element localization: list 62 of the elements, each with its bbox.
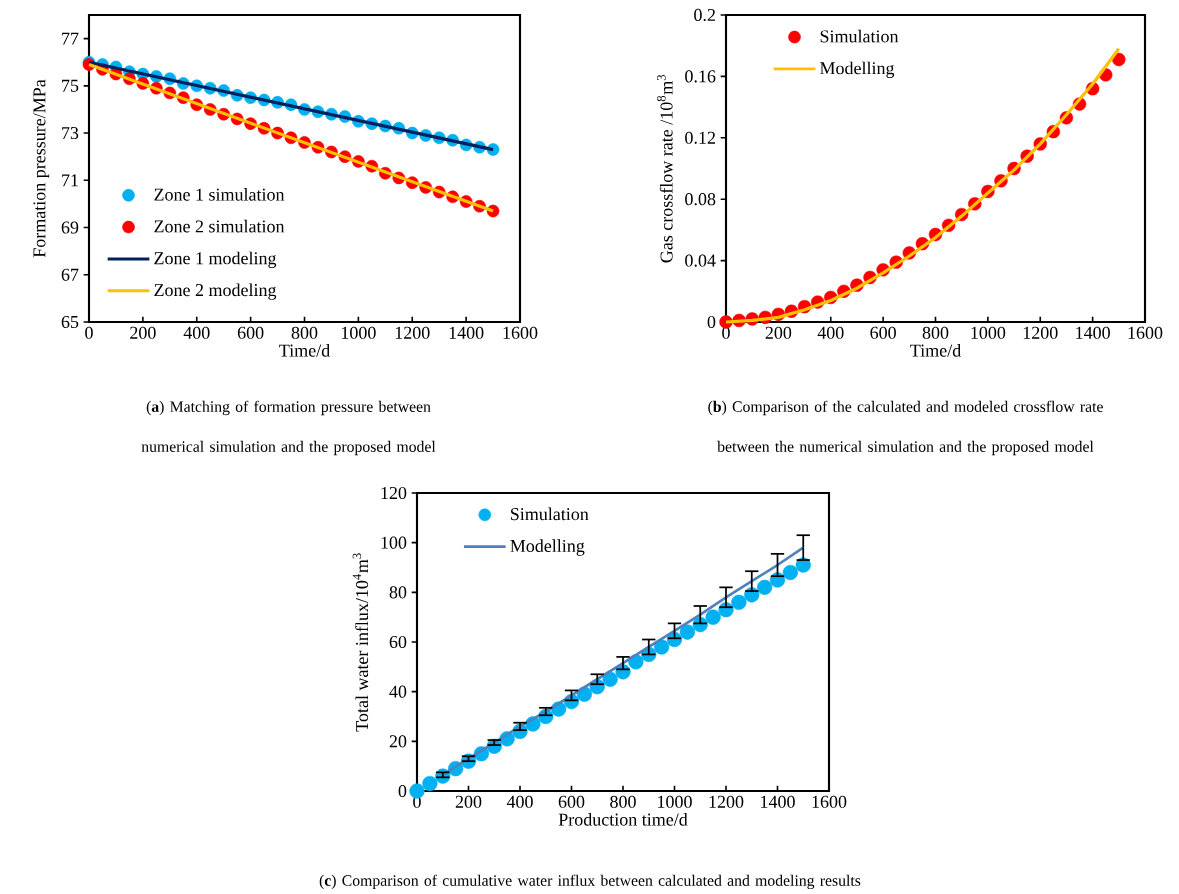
y-tick-label: 0.04 [685, 254, 716, 267]
x-tick-label: 800 [610, 795, 636, 808]
x-tick-label: 200 [765, 326, 792, 339]
x-tick-label: 1200 [709, 795, 744, 808]
y-axis-title: Total water influx/10$^{4}$m$^{3}$ [352, 553, 369, 732]
y-axis-title: Formation pressure/MPa [33, 79, 50, 258]
x-tick-label: 1400 [449, 326, 484, 339]
legend-label: Simulation [511, 507, 589, 521]
x-tick-label: 600 [237, 326, 264, 339]
legend-label: Zone 2 simulation [154, 219, 285, 233]
text: (b) Comparison of the calculated and modeled crossflow rate between the numerical simulation and the proposed model [708, 400, 1103, 456]
x-tick-label: 0 [85, 326, 93, 339]
x-tick-label: 400 [183, 326, 210, 339]
y-tick-label: 67 [61, 268, 79, 281]
x-tick-label: 1200 [1023, 326, 1058, 339]
text: (c) Comparison of cumulative water influx between calculated and modeling results [319, 874, 861, 890]
y-tick-label: 65 [61, 315, 79, 329]
y-tick-label: 0.16 [685, 70, 716, 83]
x-tick-label: 200 [455, 795, 482, 808]
x-tick-label: 400 [817, 326, 844, 339]
x-tick-label: 200 [130, 326, 156, 339]
legend-label: Zone 2 modeling [154, 283, 277, 300]
x-tick-label: 1200 [395, 326, 430, 339]
x-tick-label: 1600 [1128, 326, 1163, 339]
y-tick-label: 73 [62, 127, 79, 140]
y-tick-label: 69 [61, 221, 79, 234]
y-tick-label: 0 [398, 784, 407, 798]
x-tick-label: 1000 [341, 326, 376, 339]
x-tick-label: 600 [870, 326, 896, 339]
y-tick-label: 75 [62, 79, 79, 92]
y-tick-label: 0.12 [685, 131, 715, 144]
y-tick-label: 71 [62, 174, 78, 187]
x-tick-label: 600 [558, 795, 585, 808]
y-tick-label: 100 [381, 536, 407, 549]
legend-label: Zone 1 modeling [154, 251, 277, 269]
x-tick-label: 400 [506, 795, 533, 808]
y-tick-label: 0.2 [694, 8, 715, 22]
x-tick-label: 1600 [812, 795, 847, 808]
text: (a) Matching of formation pressure between numerical simulation and the proposed model [141, 400, 436, 456]
x-tick-label: 1600 [503, 326, 538, 339]
x-tick-label: 800 [291, 326, 318, 339]
x-tick-label: 1400 [1076, 326, 1110, 339]
y-tick-label: 77 [62, 32, 79, 45]
legend-label: Modelling [820, 61, 895, 79]
legend-label: Zone 1 simulation [154, 188, 285, 201]
y-tick-label: 60 [389, 635, 407, 649]
x-axis-title: Production time/d [558, 813, 688, 826]
y-tick-label: 0.08 [685, 193, 716, 206]
x-axis-title: Time/d [910, 344, 961, 357]
legend-label: Simulation [820, 29, 899, 43]
x-tick-label: 1000 [971, 326, 1006, 339]
x-tick-label: 1000 [658, 795, 692, 808]
y-tick-label: 40 [389, 685, 407, 698]
y-axis-title: Gas crossflow rate /10$^{8}$m$^{3}$ [657, 74, 673, 263]
x-axis-title: Time/d [279, 344, 330, 357]
y-tick-label: 0 [707, 315, 716, 329]
x-tick-label: 800 [922, 326, 949, 339]
y-tick-label: 120 [381, 486, 407, 500]
y-tick-label: 80 [389, 586, 407, 599]
legend-label: Modelling [510, 539, 585, 556]
x-tick-label: 1400 [761, 795, 795, 808]
y-tick-label: 20 [389, 735, 407, 748]
